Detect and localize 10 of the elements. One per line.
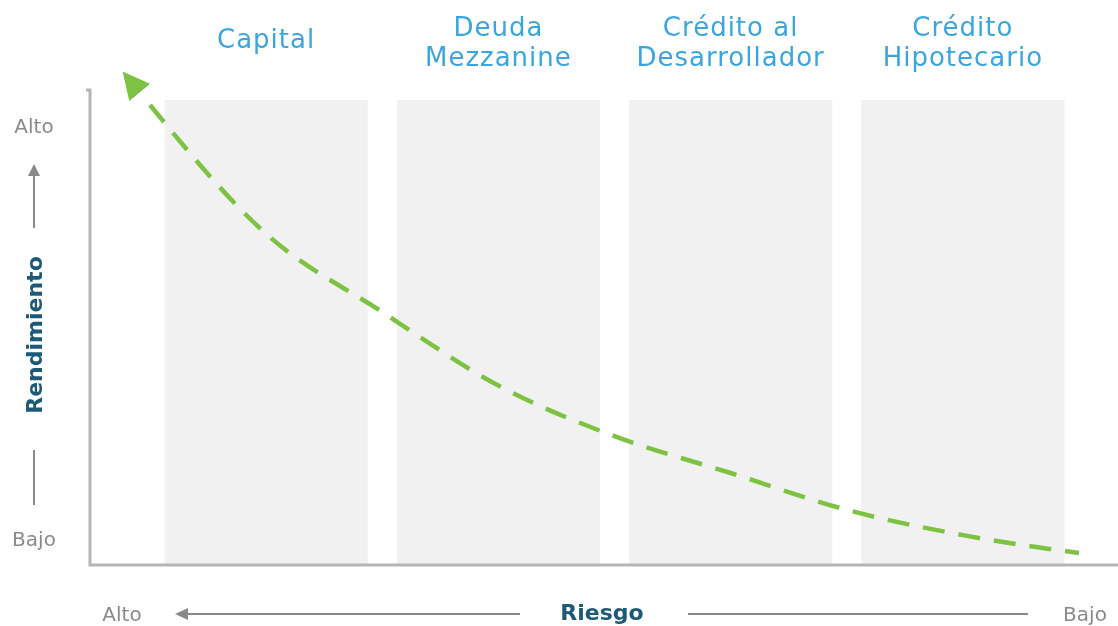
text: Bajo (1063, 602, 1107, 626)
text: Alto (102, 602, 142, 626)
text: Alto (14, 114, 54, 138)
x-tick-label: Deuda Mezzanine (424, 12, 572, 72)
text: Bajo (12, 527, 56, 551)
x-tick-label: Capital (217, 24, 316, 54)
x-tick-label: Crédito al Desarrollador (636, 12, 825, 72)
y-axis-title: Rendimiento (22, 256, 47, 414)
x-axis-title: Riesgo (560, 600, 644, 625)
x-tick-label: Crédito Hipotecario (882, 12, 1044, 72)
